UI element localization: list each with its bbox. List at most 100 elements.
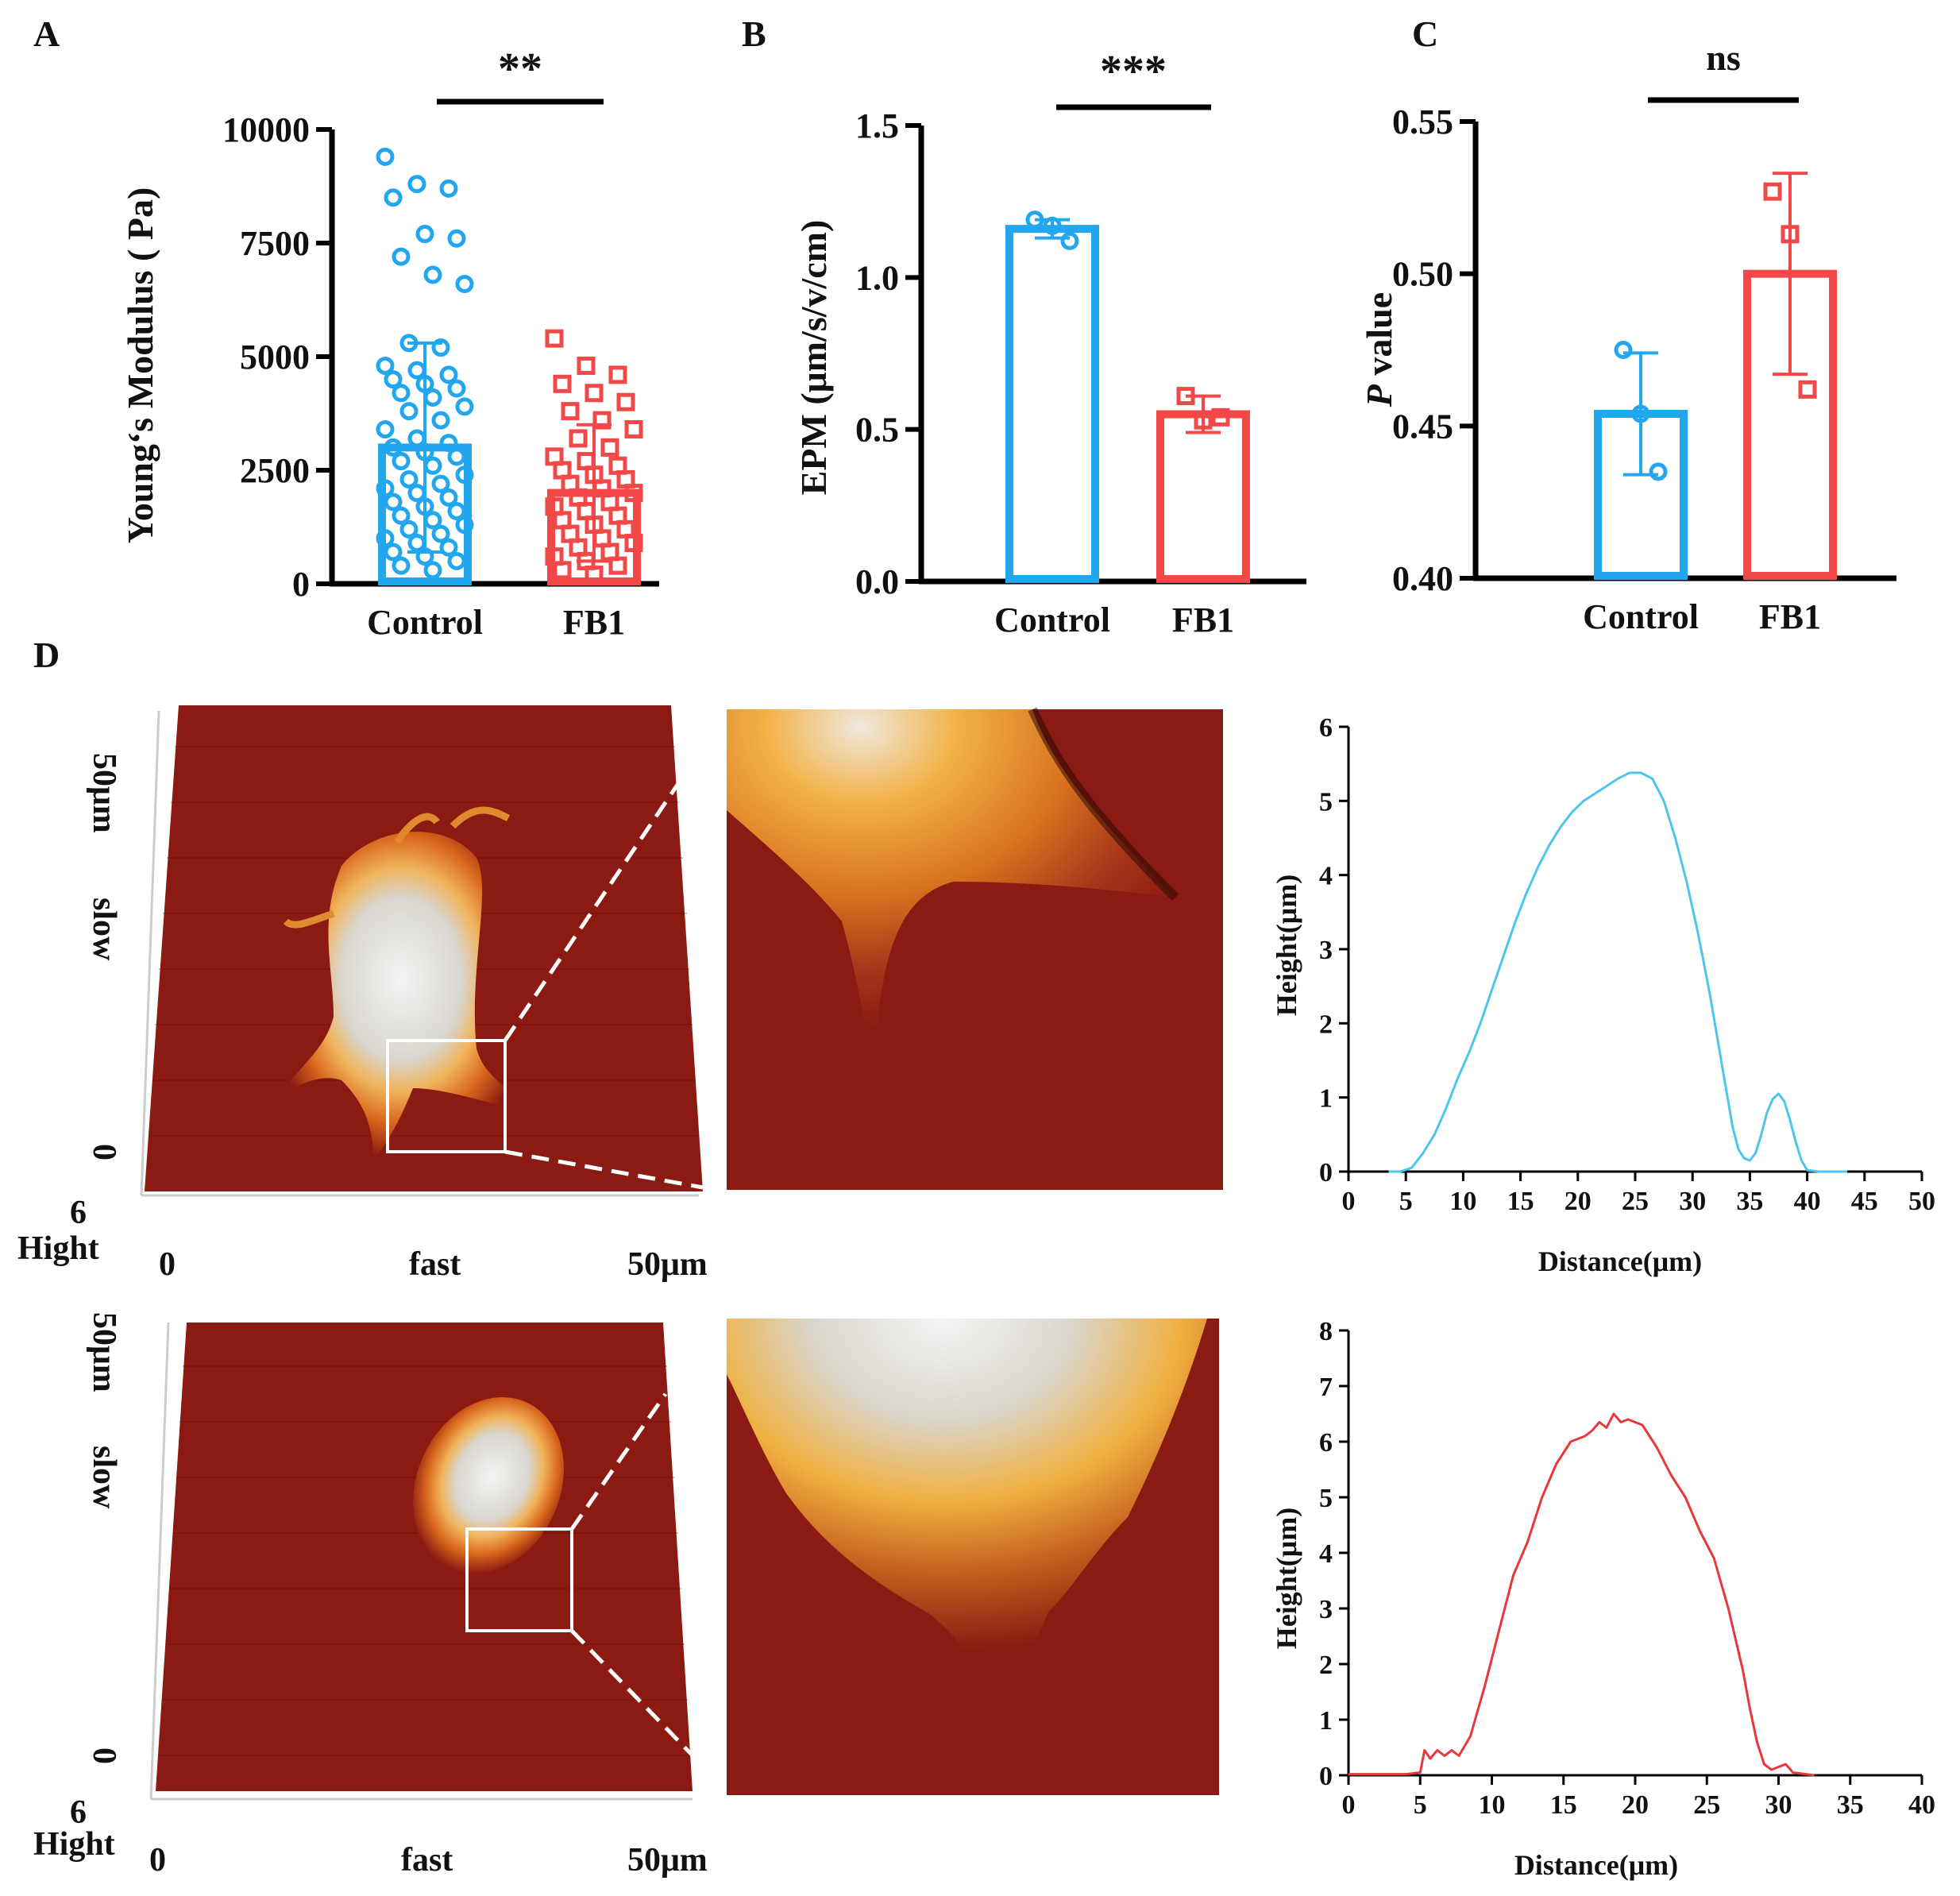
data-point <box>431 411 450 430</box>
data-point <box>1043 216 1062 235</box>
y-tick-label: 3 <box>1319 1595 1333 1624</box>
y-tick-label: 6 <box>1319 1428 1333 1458</box>
data-point <box>392 556 411 575</box>
y-tick-label: 5 <box>1319 1484 1333 1513</box>
bar <box>1156 410 1250 583</box>
data-point <box>423 561 442 580</box>
y-tick-label: 5 <box>1319 787 1333 817</box>
afm-top-cell <box>278 832 524 1160</box>
y-axis-label-a: Young‘s Modulus ( Pa) <box>120 187 160 544</box>
afm-top-3d: 50μm slow 0 6 Hight 0 fast 50μm <box>17 705 708 1283</box>
data-point <box>376 420 395 439</box>
data-point <box>553 374 572 393</box>
data-point <box>592 411 612 430</box>
y-tick-label: 0.5 <box>855 411 899 450</box>
data-point <box>1025 210 1044 230</box>
y-tick-label: 1 <box>1319 1084 1333 1114</box>
y-tick-label: 0.45 <box>1392 407 1453 446</box>
panel-c: C ns P value 0.40 0.45 0.50 0.55 Control FB1 <box>1359 14 1896 636</box>
x-tick-label: 15 <box>1550 1790 1577 1820</box>
y-axis-label-c-rest: value <box>1359 292 1399 384</box>
afm-bottom-xmid: fast <box>401 1842 453 1879</box>
data-point <box>423 511 442 530</box>
data-point <box>376 147 395 166</box>
x-tick-label: 35 <box>1837 1790 1864 1820</box>
data-point <box>545 329 564 348</box>
y-tick-label: 6 <box>1319 713 1333 743</box>
x-tick-label: 50 <box>1908 1187 1935 1216</box>
x-tick-label: 45 <box>1851 1187 1878 1216</box>
bar <box>1005 225 1099 583</box>
afm-bottom-surface <box>156 1323 693 1791</box>
data-point <box>624 484 643 503</box>
afm-bottom-xmin: 0 <box>149 1842 166 1879</box>
x-tick-label: 40 <box>1794 1187 1821 1216</box>
y-tick-label: 2 <box>1319 1651 1333 1680</box>
data-point <box>1060 231 1079 250</box>
afm-bottom-zlabel: Hight <box>33 1826 115 1863</box>
data-point <box>407 484 426 503</box>
data-point <box>447 229 466 248</box>
data-point <box>569 429 588 448</box>
afm-bottom-zoom <box>727 1319 1219 1795</box>
data-point <box>455 397 474 416</box>
data-point <box>415 374 434 393</box>
afm-top-ymax: 50μm <box>86 753 122 833</box>
data-point <box>561 402 580 421</box>
x-tick-label: 10 <box>1449 1187 1476 1216</box>
data-point <box>407 175 426 194</box>
data-point <box>1194 411 1213 430</box>
afm-top-xmin: 0 <box>159 1246 176 1283</box>
afm-top-zval: 6 <box>70 1195 87 1231</box>
data-point <box>392 247 411 266</box>
x-tick-label: 30 <box>1765 1790 1792 1820</box>
data-point <box>447 501 466 520</box>
data-point <box>585 384 604 403</box>
x-tick-label: Control <box>367 603 483 642</box>
afm-top-xmid: fast <box>409 1246 461 1283</box>
data-point <box>439 365 458 384</box>
y-tick-label: 7500 <box>240 224 310 263</box>
data-point <box>423 456 442 475</box>
data-point <box>455 274 474 293</box>
panel-a: A ** Young‘s Modulus ( Pa) 0 2500 5000 7500… <box>33 14 659 642</box>
data-point <box>384 438 403 457</box>
data-point <box>608 365 627 384</box>
chart-a: 0 2500 5000 7500 10000 Control FB1 <box>222 110 659 642</box>
x-axis-label-d2: Distance(μm) <box>1514 1849 1678 1881</box>
y-tick-label: 1.5 <box>855 106 899 145</box>
data-point <box>392 384 411 403</box>
y-tick-label: 1.0 <box>855 258 899 297</box>
data-point <box>431 474 450 493</box>
data-point <box>608 556 627 575</box>
afm-bottom-3d: 50μm slow 0 6 Hight 0 fast 50μm <box>33 1312 708 1879</box>
data-point <box>376 479 395 498</box>
data-point <box>447 551 466 570</box>
panel-label-c: C <box>1412 14 1438 54</box>
x-tick-label: FB1 <box>1759 597 1821 636</box>
afm-bottom-zval: 6 <box>70 1794 87 1831</box>
afm-bottom-ymax: 50μm <box>86 1312 122 1392</box>
data-point <box>423 388 442 407</box>
data-point <box>1763 182 1782 201</box>
afm-top-zoom-shadow <box>1028 707 1179 902</box>
data-point <box>376 356 395 375</box>
afm-bottom-zoom-cell <box>727 1319 1207 1689</box>
y-axis-label-d1: Height(μm) <box>1271 875 1302 1016</box>
data-point <box>407 361 426 380</box>
y-axis-label-c: P value <box>1359 292 1399 407</box>
data-point <box>616 392 635 411</box>
x-tick-label: FB1 <box>1172 600 1234 639</box>
data-point <box>431 338 450 357</box>
data-point <box>431 524 450 543</box>
data-point <box>1649 462 1668 481</box>
data-point <box>439 488 458 507</box>
data-point <box>1798 380 1817 399</box>
y-axis-label-b: EPM (μm/s/v/cm) <box>793 220 834 496</box>
afm-top-zoom-cell <box>727 709 1175 1064</box>
profile-line <box>1348 1412 1815 1777</box>
data-point <box>1176 387 1195 406</box>
data-point <box>624 420 643 439</box>
